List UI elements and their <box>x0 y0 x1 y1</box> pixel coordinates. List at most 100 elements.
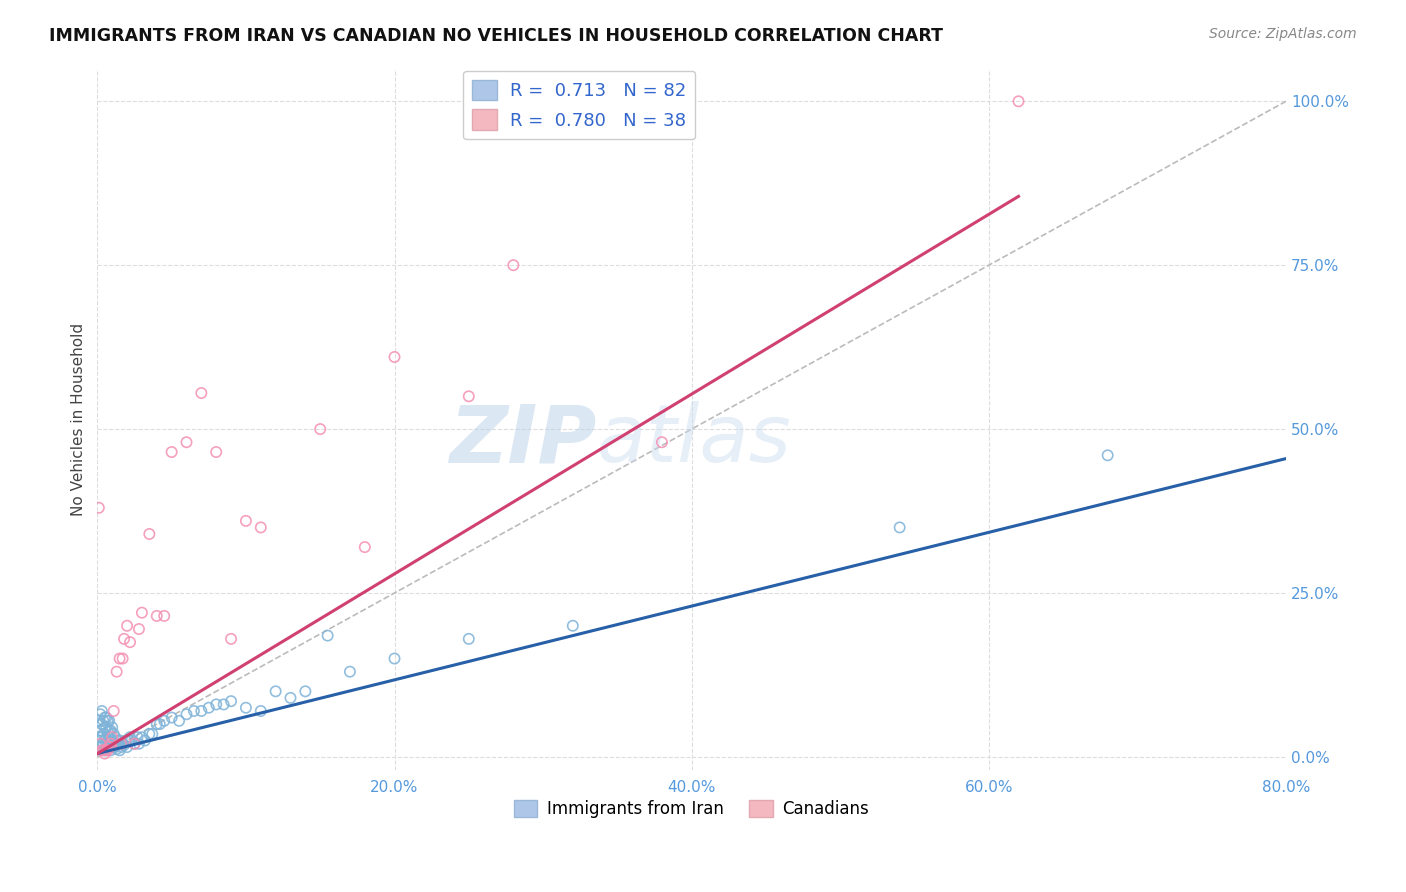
Point <box>457 389 479 403</box>
Point <box>87 730 110 744</box>
Point <box>91 737 114 751</box>
Point <box>100 743 122 757</box>
Point <box>103 704 125 718</box>
Point <box>127 730 149 744</box>
Text: Source: ZipAtlas.com: Source: ZipAtlas.com <box>1209 27 1357 41</box>
Point <box>94 710 117 724</box>
Point <box>176 707 198 722</box>
Point <box>101 740 124 755</box>
Point <box>89 723 111 738</box>
Point <box>235 700 257 714</box>
Point <box>167 714 190 728</box>
Point <box>138 727 160 741</box>
Point <box>219 694 242 708</box>
Point <box>146 717 169 731</box>
Point <box>94 743 117 757</box>
Point <box>96 720 118 734</box>
Point <box>384 350 406 364</box>
Point <box>124 737 146 751</box>
Point <box>105 742 128 756</box>
Point <box>94 720 117 734</box>
Point <box>316 629 339 643</box>
Point <box>134 733 156 747</box>
Point <box>502 258 524 272</box>
Point <box>91 727 114 741</box>
Legend: Immigrants from Iran, Canadians: Immigrants from Iran, Canadians <box>508 793 876 825</box>
Point <box>205 445 228 459</box>
Point <box>90 704 112 718</box>
Point <box>103 740 125 755</box>
Point <box>149 717 172 731</box>
Point <box>98 740 121 755</box>
Point <box>97 733 120 747</box>
Y-axis label: No Vehicles in Household: No Vehicles in Household <box>72 323 86 516</box>
Point <box>112 738 135 752</box>
Point <box>101 733 124 747</box>
Point <box>104 730 127 744</box>
Point <box>114 733 136 747</box>
Point <box>339 665 361 679</box>
Point <box>100 733 122 747</box>
Point <box>131 606 153 620</box>
Point <box>138 527 160 541</box>
Point <box>190 704 212 718</box>
Point <box>197 700 219 714</box>
Point <box>128 622 150 636</box>
Point <box>112 632 135 646</box>
Point <box>89 707 111 722</box>
Point <box>117 733 139 747</box>
Point <box>128 737 150 751</box>
Point <box>561 619 583 633</box>
Point <box>118 730 141 744</box>
Point <box>97 725 120 739</box>
Point <box>176 435 198 450</box>
Point <box>235 514 257 528</box>
Point <box>249 520 271 534</box>
Point <box>212 698 235 712</box>
Point <box>90 730 112 744</box>
Point <box>121 733 143 747</box>
Point <box>98 714 121 728</box>
Point <box>87 500 110 515</box>
Point <box>131 730 153 744</box>
Point <box>141 727 163 741</box>
Point <box>124 737 146 751</box>
Point <box>115 740 138 755</box>
Point <box>1097 448 1119 462</box>
Point <box>294 684 316 698</box>
Point <box>105 665 128 679</box>
Point <box>118 635 141 649</box>
Point <box>651 435 673 450</box>
Point <box>96 710 118 724</box>
Point <box>101 730 124 744</box>
Point <box>90 743 112 757</box>
Point <box>111 651 134 665</box>
Point <box>889 520 911 534</box>
Point <box>111 737 134 751</box>
Point <box>108 733 131 747</box>
Point <box>264 684 287 698</box>
Point <box>103 727 125 741</box>
Point <box>98 733 121 747</box>
Point <box>87 714 110 728</box>
Point <box>190 386 212 401</box>
Point <box>219 632 242 646</box>
Text: IMMIGRANTS FROM IRAN VS CANADIAN NO VEHICLES IN HOUSEHOLD CORRELATION CHART: IMMIGRANTS FROM IRAN VS CANADIAN NO VEHI… <box>49 27 943 45</box>
Point <box>98 740 121 755</box>
Point <box>101 720 124 734</box>
Point <box>89 733 111 747</box>
Point <box>108 743 131 757</box>
Point <box>353 540 375 554</box>
Point <box>110 740 132 755</box>
Point <box>98 723 121 738</box>
Point <box>153 609 176 624</box>
Point <box>160 445 183 459</box>
Point <box>153 714 176 728</box>
Point <box>457 632 479 646</box>
Point <box>96 743 118 757</box>
Point <box>100 723 122 738</box>
Point <box>107 737 129 751</box>
Point <box>96 731 118 746</box>
Point <box>97 743 120 757</box>
Point <box>146 609 169 624</box>
